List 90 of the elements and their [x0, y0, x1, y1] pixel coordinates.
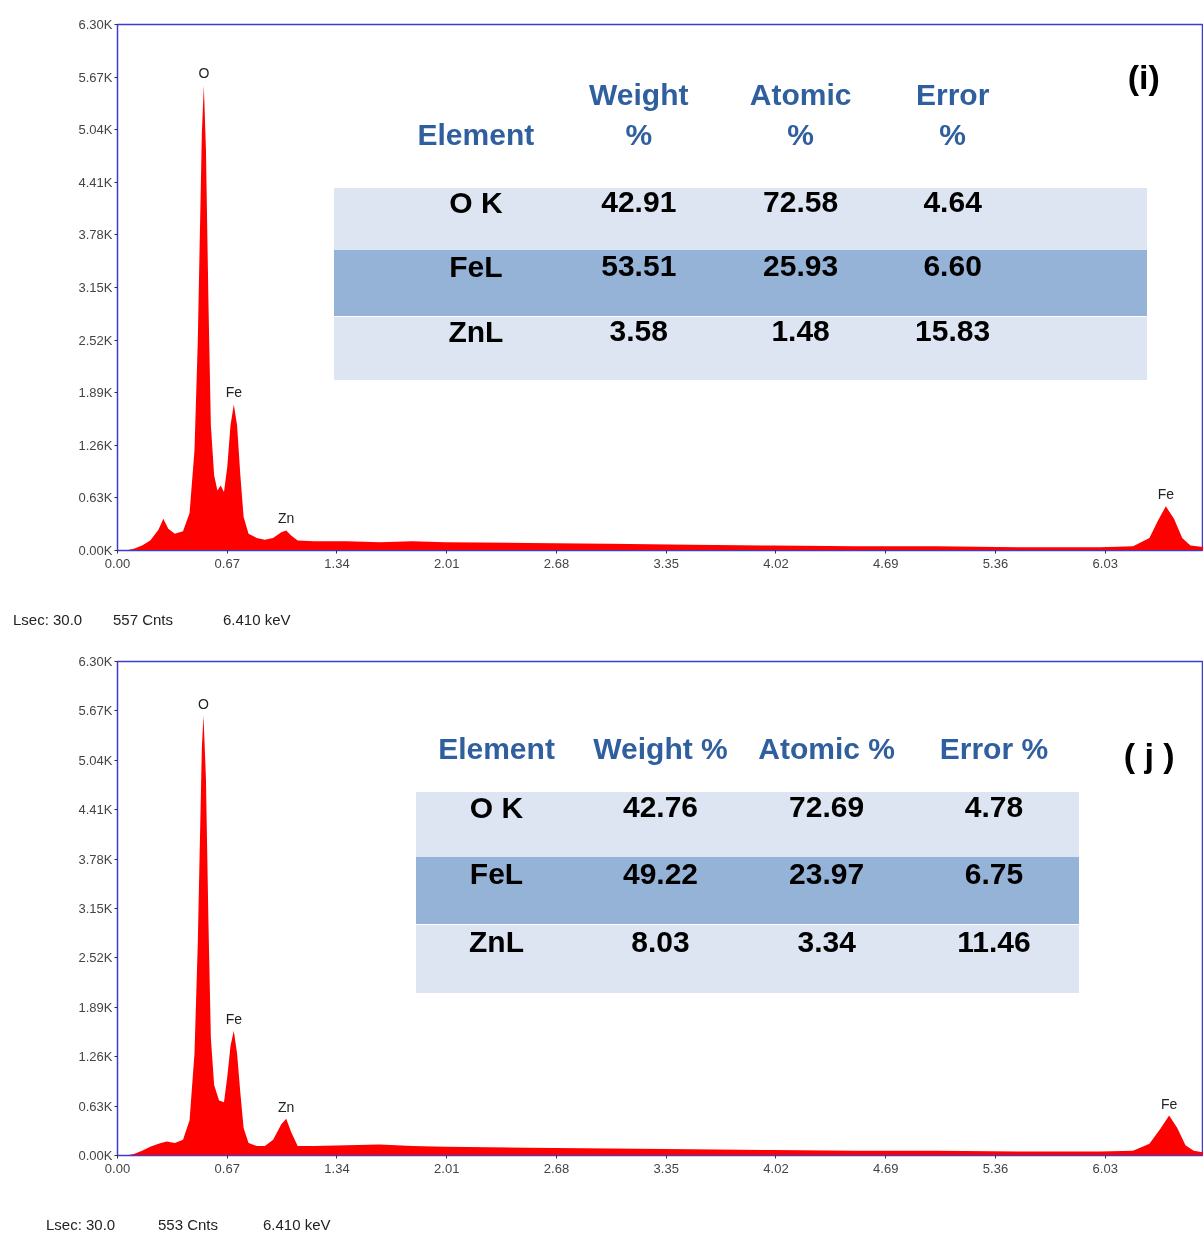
x-tick-label: 3.35 — [653, 1160, 679, 1176]
x-tick-label: 5.36 — [982, 555, 1009, 571]
text: (i) — [1127, 58, 1160, 97]
annotation: 49.22 — [622, 856, 699, 890]
y-tick-label: 4.41K — [78, 174, 113, 190]
y-tick-label: 3.15K — [78, 280, 113, 295]
annotation: Fe — [225, 384, 243, 401]
y-tick-label: 0.00K — [78, 1148, 113, 1163]
x-tick-label: 0.67 — [214, 555, 240, 571]
annotation: 72.58 — [763, 185, 839, 219]
y-tick-label: 2.52K — [78, 332, 113, 348]
y-tick-label: 5.04K — [78, 752, 113, 768]
annotation: Zn — [278, 510, 295, 527]
annotation: 25.93 — [763, 249, 839, 283]
annotation: 42.76 — [622, 790, 699, 824]
y-tick-label: 1.89K — [78, 385, 113, 401]
annotation: O K — [469, 790, 524, 824]
y-tick-label: 2.52K — [78, 950, 113, 966]
x-tick-label: 0.00 — [104, 555, 131, 571]
y-tick-label: 3.78K — [78, 851, 113, 867]
x-tick-label: 1.34 — [324, 555, 350, 571]
annotation: Atomic % — [758, 732, 895, 766]
x-tick-label: 4.02 — [763, 555, 789, 571]
x-tick-label: 6.03 — [1092, 1160, 1118, 1176]
text: 557 Cnts — [113, 610, 174, 630]
text: 553 Cnts — [158, 1215, 219, 1235]
annotation: ZnL — [448, 314, 504, 348]
y-tick-label: 5.67K — [78, 69, 113, 85]
y-tick-label: 4.41K — [78, 802, 113, 818]
y-tick-label: 3.15K — [78, 901, 113, 916]
annotation: O — [198, 695, 210, 712]
annotation: O — [198, 65, 210, 82]
annotation: Element — [417, 117, 535, 151]
annotation: 72.69 — [789, 790, 865, 824]
y-tick-label: 5.67K — [78, 703, 113, 719]
x-tick-label: 4.69 — [873, 555, 899, 571]
annotation: Atomic % — [749, 78, 852, 151]
y-tick-label: 1.26K — [78, 437, 113, 453]
y-tick-label: 5.04K — [78, 122, 113, 138]
annotation: Element — [438, 732, 555, 766]
annotation: 53.51 — [601, 249, 677, 283]
x-tick-label: 0.00 — [104, 1160, 131, 1176]
annotation: Zn — [278, 1098, 295, 1115]
annotation: 11.46 — [957, 924, 1031, 958]
y-tick-label: 6.30K — [78, 17, 113, 32]
annotation: 4.64 — [923, 185, 983, 219]
text: Lsec: 30.0 — [46, 1215, 116, 1235]
y-tick-label: 6.30K — [78, 654, 113, 669]
annotation: FeL — [469, 857, 524, 891]
x-tick-label: 2.68 — [543, 555, 570, 571]
annotation: Fe — [1160, 1095, 1178, 1112]
annotation: 3.34 — [797, 924, 857, 958]
annotation: 15.83 — [915, 314, 991, 348]
annotation: 6.60 — [923, 249, 982, 283]
x-tick-label: 2.68 — [543, 1160, 570, 1176]
x-tick-label: 2.01 — [434, 555, 460, 571]
annotation: FeL — [449, 249, 503, 283]
annotation: 4.78 — [964, 790, 1024, 824]
annotation: 8.03 — [631, 924, 690, 958]
y-tick-label: 1.26K — [78, 1049, 113, 1065]
annotation: 42.91 — [601, 185, 677, 219]
text: 6.410 keV — [263, 1215, 331, 1235]
y-tick-label: 0.63K — [78, 1098, 113, 1114]
x-tick-label: 5.36 — [982, 1160, 1009, 1176]
x-tick-label: 1.34 — [324, 1160, 350, 1176]
x-tick-label: 4.02 — [763, 1160, 789, 1176]
annotation: Fe — [225, 1010, 243, 1027]
y-tick-label: 0.00K — [78, 543, 113, 558]
annotation: Weight % — [589, 78, 689, 151]
x-tick-label: 0.67 — [214, 1160, 240, 1176]
annotation: Error % — [939, 732, 1049, 766]
annotation: 3.58 — [609, 314, 668, 348]
x-tick-label: 4.69 — [873, 1160, 899, 1176]
y-tick-label: 3.78K — [78, 227, 113, 243]
annotation: 23.97 — [789, 856, 865, 890]
annotation: Fe — [1157, 486, 1175, 503]
annotation: O K — [449, 185, 503, 219]
x-tick-label: 3.35 — [653, 555, 679, 571]
annotation: Weight % — [593, 732, 728, 766]
x-tick-label: 2.01 — [434, 1160, 460, 1176]
y-tick-label: 1.89K — [78, 999, 113, 1015]
text: 6.410 keV — [223, 610, 291, 630]
text: ( j ) — [1123, 736, 1175, 775]
annotation: Error % — [915, 78, 990, 151]
annotation: 6.75 — [964, 856, 1024, 890]
annotation: 1.48 — [771, 314, 830, 348]
text: Lsec: 30.0 — [13, 610, 83, 630]
y-tick-label: 0.63K — [78, 490, 113, 506]
annotation: ZnL — [469, 925, 525, 959]
x-tick-label: 6.03 — [1092, 555, 1118, 571]
